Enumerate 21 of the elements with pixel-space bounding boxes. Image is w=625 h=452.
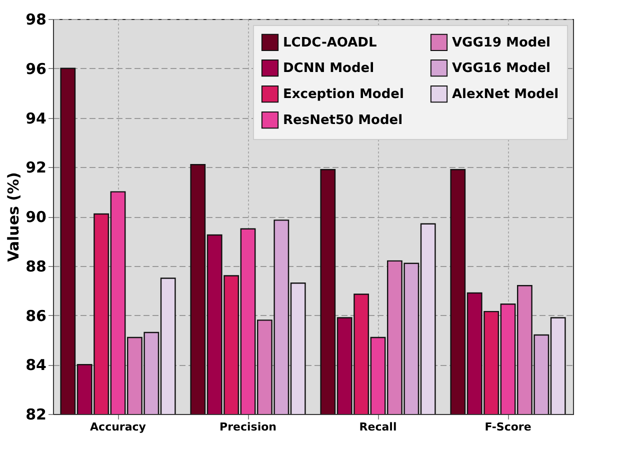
y-tick-label: 98 bbox=[26, 10, 46, 28]
x-tick-label: Accuracy bbox=[90, 420, 146, 434]
x-tick-label: F-Score bbox=[484, 420, 532, 434]
y-tick-label: 96 bbox=[26, 60, 46, 78]
legend-label: LCDC-AOADL bbox=[283, 35, 377, 50]
y-axis-title: Values (%) bbox=[4, 172, 23, 262]
legend-label: ResNet50 Model bbox=[283, 113, 403, 128]
y-tick-label: 86 bbox=[26, 306, 46, 325]
y-tick-label: 88 bbox=[26, 257, 46, 276]
x-tick-label: Precision bbox=[220, 420, 276, 434]
legend-label: AlexNet Model bbox=[452, 87, 559, 102]
y-tick-label: 94 bbox=[26, 109, 46, 128]
y-tick-label: 90 bbox=[26, 208, 46, 226]
y-tick-label: 92 bbox=[26, 158, 46, 177]
y-tick-label: 82 bbox=[26, 406, 46, 424]
legend-label: VGG16 Model bbox=[452, 61, 550, 76]
legend-label: Exception Model bbox=[283, 87, 404, 102]
x-tick-label: Recall bbox=[359, 420, 397, 434]
legend-label: DCNN Model bbox=[283, 61, 374, 76]
legend-label: VGG19 Model bbox=[452, 35, 550, 50]
y-tick-label: 84 bbox=[26, 356, 46, 374]
